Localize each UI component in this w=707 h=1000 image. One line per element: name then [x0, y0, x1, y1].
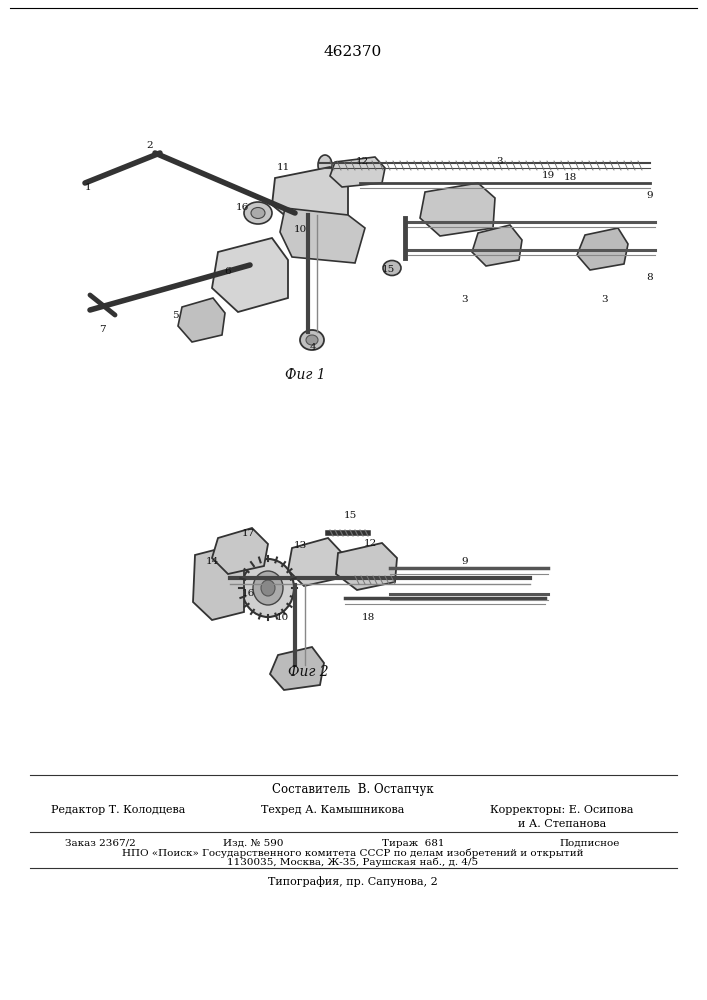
- Polygon shape: [272, 167, 348, 222]
- Text: 3: 3: [602, 296, 608, 304]
- Text: 18: 18: [361, 613, 375, 622]
- Text: 1130035, Москва, Ж-35, Раушская наб., д. 4/5: 1130035, Москва, Ж-35, Раушская наб., д.…: [228, 857, 479, 867]
- Text: 16: 16: [241, 588, 255, 597]
- Polygon shape: [212, 238, 288, 312]
- Text: 1: 1: [85, 184, 91, 192]
- Polygon shape: [420, 183, 495, 236]
- Ellipse shape: [300, 330, 324, 350]
- Text: НПО «Поиск» Государственного комитета СССР по делам изобретений и открытий: НПО «Поиск» Государственного комитета СС…: [122, 848, 584, 858]
- Text: 5: 5: [172, 310, 178, 320]
- Text: Фиг 2: Фиг 2: [288, 665, 328, 679]
- Text: 11: 11: [276, 163, 290, 172]
- Polygon shape: [330, 157, 385, 187]
- Text: Заказ 2367/2: Заказ 2367/2: [64, 838, 135, 848]
- Polygon shape: [472, 225, 522, 266]
- Text: 6: 6: [225, 267, 231, 276]
- Text: Фиг 1: Фиг 1: [285, 368, 325, 382]
- Text: 462370: 462370: [324, 45, 382, 59]
- Text: Изд. № 590: Изд. № 590: [223, 838, 284, 848]
- Text: Корректоры: Е. Осипова: Корректоры: Е. Осипова: [490, 805, 633, 815]
- Ellipse shape: [242, 559, 294, 617]
- Text: 7: 7: [99, 326, 105, 334]
- Polygon shape: [577, 228, 628, 270]
- Text: Подписное: Подписное: [560, 838, 620, 848]
- Text: 17: 17: [241, 528, 255, 538]
- Polygon shape: [270, 647, 324, 690]
- Ellipse shape: [306, 335, 318, 345]
- Text: 10: 10: [275, 613, 288, 622]
- Ellipse shape: [244, 202, 272, 224]
- Text: 13: 13: [293, 542, 307, 550]
- Text: 15: 15: [381, 265, 395, 274]
- Text: 9: 9: [462, 558, 468, 566]
- Polygon shape: [280, 208, 365, 263]
- Text: 3: 3: [497, 157, 503, 166]
- Ellipse shape: [383, 260, 401, 275]
- Ellipse shape: [318, 155, 332, 175]
- Text: 2: 2: [146, 140, 153, 149]
- Text: Техред А. Камышникова: Техред А. Камышникова: [262, 805, 404, 815]
- Text: 14: 14: [205, 558, 218, 566]
- Polygon shape: [336, 543, 397, 590]
- Text: 12: 12: [356, 157, 368, 166]
- Text: Редактор Т. Колодцева: Редактор Т. Колодцева: [51, 805, 185, 815]
- Ellipse shape: [261, 580, 275, 596]
- Text: Тираж  681: Тираж 681: [382, 838, 444, 848]
- Text: и А. Степанова: и А. Степанова: [518, 819, 606, 829]
- Polygon shape: [212, 528, 268, 574]
- Polygon shape: [288, 538, 343, 586]
- Polygon shape: [178, 298, 225, 342]
- Text: 12: 12: [363, 540, 377, 548]
- Ellipse shape: [251, 208, 265, 219]
- Text: 16: 16: [235, 204, 249, 213]
- Text: 18: 18: [563, 174, 577, 182]
- Text: Типография, пр. Сапунова, 2: Типография, пр. Сапунова, 2: [268, 877, 438, 887]
- Text: Составитель  В. Остапчук: Составитель В. Остапчук: [272, 784, 434, 796]
- Polygon shape: [193, 546, 244, 620]
- Ellipse shape: [253, 571, 283, 605]
- Text: 15: 15: [344, 510, 356, 520]
- Text: 19: 19: [542, 170, 554, 180]
- Text: 4: 4: [310, 344, 316, 353]
- Text: 9: 9: [647, 190, 653, 200]
- Text: 8: 8: [647, 273, 653, 282]
- Text: 10: 10: [293, 226, 307, 234]
- Text: 3: 3: [462, 296, 468, 304]
